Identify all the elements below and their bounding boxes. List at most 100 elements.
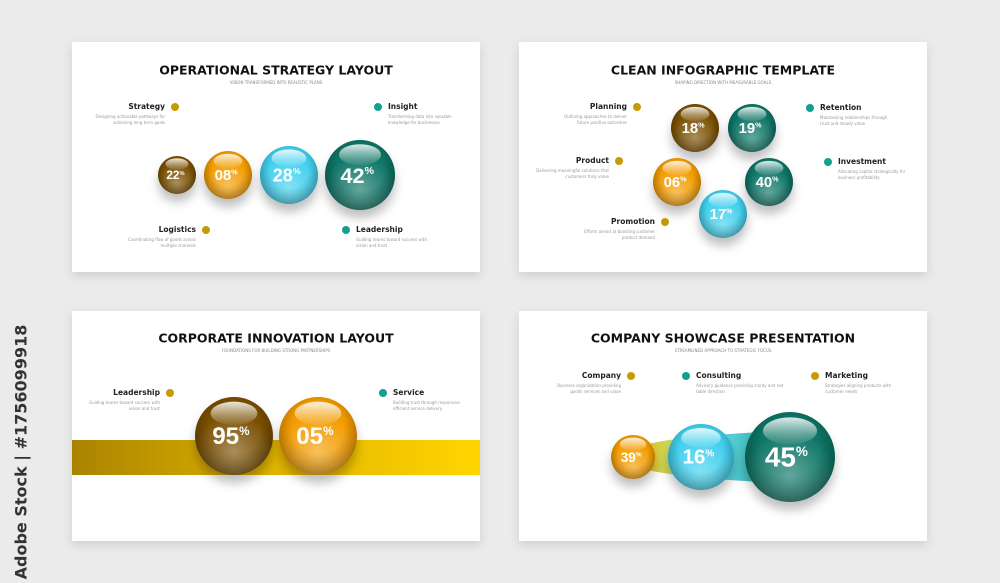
- item-desc: Guiding teams toward success with: [356, 237, 427, 242]
- item-icon: [202, 226, 210, 234]
- bubble: 16%: [668, 424, 734, 490]
- bubble-number: 42: [340, 162, 364, 187]
- item-label: Planning: [590, 102, 627, 111]
- item-label: Insight: [388, 102, 418, 111]
- slide-title: CORPORATE INNOVATION LAYOUT: [158, 331, 394, 346]
- item-label: Promotion: [611, 217, 655, 226]
- item-desc: Advisory guidance providing clarity and …: [696, 383, 784, 388]
- slide: OPERATIONAL STRATEGY LAYOUT VISION TRANSF…: [72, 42, 480, 272]
- bubble-suffix: %: [755, 120, 762, 129]
- bubble: 06%: [653, 158, 701, 206]
- bubble-suffix: %: [231, 167, 238, 176]
- bubble: 28%: [260, 146, 318, 204]
- bubble-value: 28%: [273, 165, 301, 185]
- item-label: Company: [582, 371, 621, 380]
- item-label: Retention: [820, 103, 862, 112]
- item-desc: multiple channels: [160, 243, 196, 248]
- item-desc: achieving long term goals: [113, 120, 165, 125]
- bubble-suffix: %: [680, 174, 687, 183]
- bubble-suffix: %: [772, 174, 779, 183]
- item-desc: business profitability: [838, 175, 880, 180]
- bubble-number: 40: [756, 175, 773, 191]
- bubble: 45%: [745, 412, 835, 502]
- item-desc: efficient service delivery: [393, 406, 443, 411]
- bubble-number: 45: [765, 442, 796, 473]
- bubble-number: 06: [664, 175, 681, 191]
- bubble-number: 05: [296, 423, 323, 450]
- item-desc: future positive outcomes: [577, 120, 627, 125]
- item-desc: Coordinating flow of goods across: [128, 237, 196, 242]
- item-desc: Efforts aimed at boosting customer: [584, 229, 655, 234]
- bubble-value: 05%: [296, 423, 334, 450]
- item-icon: [627, 372, 635, 380]
- bubble-number: 16: [683, 446, 706, 469]
- slide-subtitle: STREAMLINED APPROACH TO STRATEGIC FOCUS: [675, 348, 772, 353]
- item-desc: product demand: [622, 235, 656, 240]
- slide-title: OPERATIONAL STRATEGY LAYOUT: [159, 63, 393, 78]
- bubble: 42%: [325, 140, 395, 210]
- bubble-number: 18: [682, 121, 699, 137]
- bubble-gloss: [708, 192, 738, 208]
- item-label: Strategy: [128, 102, 165, 111]
- bubble: 17%: [699, 190, 747, 238]
- item-icon: [171, 103, 179, 111]
- bubble-suffix: %: [705, 448, 714, 459]
- item-icon: [166, 389, 174, 397]
- bubble-suffix: %: [239, 425, 250, 438]
- bubble-value: 22%: [166, 168, 184, 182]
- bubble-gloss: [681, 427, 721, 448]
- item-desc: Building trust through responsive: [393, 400, 460, 405]
- bubble-value: 16%: [683, 446, 715, 469]
- item-desc: Allocating capital strategically for: [838, 169, 906, 174]
- bubble-gloss: [213, 153, 243, 169]
- slide-subtitle: VISION TRANSFORMED INTO REALISTIC PLANS: [230, 80, 323, 85]
- slide: COMPANY SHOWCASE PRESENTATION STREAMLINED…: [519, 311, 927, 541]
- slide: CLEAN INFOGRAPHIC TEMPLATE SHAPING DIRECT…: [519, 42, 927, 272]
- item-desc: customers truly value: [565, 174, 609, 179]
- bubble-number: 08: [215, 168, 232, 184]
- bubble-gloss: [619, 437, 647, 451]
- item-desc: knowledge for businesses: [388, 120, 440, 125]
- slide-subtitle: FOUNDATIONS FOR BUILDING STRONG PARTNERS…: [222, 348, 331, 353]
- slide-title: CLEAN INFOGRAPHIC TEMPLATE: [611, 63, 835, 78]
- bubble: 08%: [204, 151, 252, 199]
- item-desc: Maintaining relationships through: [820, 115, 888, 120]
- item-icon: [682, 372, 690, 380]
- bubble-number: 22: [166, 168, 180, 182]
- bubble-suffix: %: [365, 165, 375, 177]
- item-desc: vision and trust: [129, 406, 161, 411]
- bubble-suffix: %: [796, 444, 808, 459]
- bubble: 22%: [158, 156, 196, 194]
- bubble: 19%: [728, 104, 776, 152]
- item-desc: vision and trust: [356, 243, 388, 248]
- item-label: Investment: [838, 157, 886, 166]
- item-icon: [661, 218, 669, 226]
- bubble-value: 95%: [212, 423, 250, 450]
- slide: CORPORATE INNOVATION LAYOUT FOUNDATIONS F…: [72, 311, 480, 541]
- item-desc: table direction: [696, 389, 725, 394]
- bubble-suffix: %: [180, 170, 185, 176]
- bubble-value: 08%: [215, 167, 239, 184]
- slide-card: [519, 311, 927, 541]
- bubble-suffix: %: [293, 166, 301, 176]
- item-desc: Strategies aligning products with: [825, 383, 892, 388]
- item-desc: goods services and value: [570, 389, 621, 394]
- bubble-gloss: [754, 160, 784, 176]
- bubble-suffix: %: [698, 120, 705, 129]
- bubble-number: 17: [710, 207, 727, 223]
- bubble: 95%: [195, 397, 273, 475]
- slide-title: COMPANY SHOWCASE PRESENTATION: [591, 331, 855, 346]
- bubble-value: 06%: [664, 174, 688, 191]
- slide-subtitle: SHAPING DIRECTION WITH MEASURABLE GOALS: [675, 80, 772, 85]
- item-label: Leadership: [113, 388, 160, 397]
- bubble-number: 28: [273, 165, 293, 185]
- item-icon: [342, 226, 350, 234]
- item-desc: Designing actionable pathways for: [96, 114, 166, 119]
- bubble-gloss: [210, 401, 258, 426]
- watermark: Adobe Stock | #1756099918: [12, 325, 32, 580]
- bubble-gloss: [339, 144, 381, 166]
- item-icon: [824, 158, 832, 166]
- item-label: Marketing: [825, 371, 868, 380]
- bubble-value: 40%: [756, 174, 780, 191]
